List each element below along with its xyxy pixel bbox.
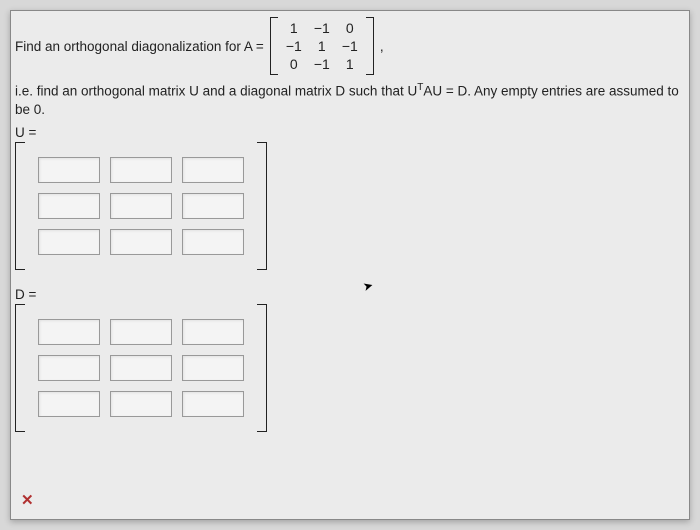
bracket-right-icon <box>257 142 267 270</box>
A-2-2: 1 <box>336 55 364 73</box>
trailing-comma: , <box>380 39 384 54</box>
bracket-left-icon <box>15 142 25 270</box>
incorrect-icon: ✕ <box>21 491 34 509</box>
D-cell-2-0[interactable] <box>38 391 100 417</box>
prompt-line: Find an orthogonal diagonalization for A… <box>15 17 681 75</box>
D-cell-1-1[interactable] <box>110 355 172 381</box>
bracket-left-icon <box>15 304 25 432</box>
explanation: i.e. find an orthogonal matrix U and a d… <box>15 81 681 119</box>
U-cell-0-1[interactable] <box>110 157 172 183</box>
U-cell-2-2[interactable] <box>182 229 244 255</box>
D-cell-0-0[interactable] <box>38 319 100 345</box>
D-cell-2-1[interactable] <box>110 391 172 417</box>
matrix-U-grid <box>29 148 253 264</box>
D-cell-0-2[interactable] <box>182 319 244 345</box>
U-cell-2-0[interactable] <box>38 229 100 255</box>
bracket-right-icon <box>366 17 374 75</box>
bracket-right-icon <box>257 304 267 432</box>
U-cell-1-2[interactable] <box>182 193 244 219</box>
matrix-A: 1 −1 0 −1 1 −1 0 −1 1 <box>270 17 374 75</box>
A-2-0: 0 <box>280 55 308 73</box>
A-0-0: 1 <box>280 19 308 37</box>
A-1-1: 1 <box>308 37 336 55</box>
A-1-2: −1 <box>336 37 364 55</box>
matrix-D-grid <box>29 310 253 426</box>
bracket-left-icon <box>270 17 278 75</box>
D-cell-1-2[interactable] <box>182 355 244 381</box>
matrix-A-grid: 1 −1 0 −1 1 −1 0 −1 1 <box>280 19 364 73</box>
label-U: U = <box>15 125 681 140</box>
U-cell-0-2[interactable] <box>182 157 244 183</box>
A-1-0: −1 <box>280 37 308 55</box>
A-0-2: 0 <box>336 19 364 37</box>
label-D: D = <box>15 287 681 302</box>
U-cell-2-1[interactable] <box>110 229 172 255</box>
U-cell-1-0[interactable] <box>38 193 100 219</box>
explanation-pre: i.e. find an orthogonal matrix U and a d… <box>15 84 417 99</box>
cursor-icon: ➤ <box>361 278 374 294</box>
U-cell-1-1[interactable] <box>110 193 172 219</box>
A-0-1: −1 <box>308 19 336 37</box>
prompt-prefix: Find an orthogonal diagonalization for A… <box>15 39 264 54</box>
problem-page: Find an orthogonal diagonalization for A… <box>10 10 690 520</box>
matrix-D <box>15 304 267 432</box>
D-cell-0-1[interactable] <box>110 319 172 345</box>
U-cell-0-0[interactable] <box>38 157 100 183</box>
D-cell-2-2[interactable] <box>182 391 244 417</box>
D-cell-1-0[interactable] <box>38 355 100 381</box>
A-2-1: −1 <box>308 55 336 73</box>
matrix-U <box>15 142 267 270</box>
